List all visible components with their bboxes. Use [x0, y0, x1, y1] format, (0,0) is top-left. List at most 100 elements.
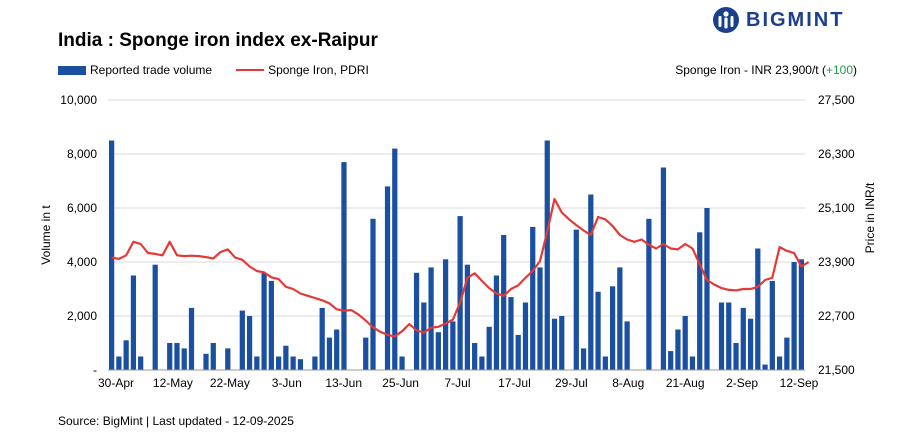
x-tick-label: 13-Jun	[325, 376, 362, 390]
volume-bar	[776, 356, 783, 370]
volume-bar	[501, 235, 507, 370]
volume-bar	[428, 267, 434, 370]
volume-bar	[718, 302, 725, 370]
x-tick-label: 22-May	[210, 376, 250, 390]
volume-bar	[442, 259, 449, 370]
legend-bar-swatch	[58, 65, 86, 75]
volume-bar	[326, 337, 333, 370]
left-tick-label: 10,000	[60, 93, 97, 107]
left-tick-label: -	[93, 363, 97, 377]
volume-bar	[689, 356, 696, 370]
right-tick-label: 22,700	[818, 309, 855, 323]
legend-line-swatch	[236, 69, 265, 71]
x-tick-label: 30-Apr	[98, 376, 134, 390]
volume-bar	[174, 343, 180, 370]
chart-legend: Reported trade volume Sponge Iron, PDRI	[58, 63, 369, 77]
volume-bar	[675, 329, 681, 370]
volume-bar	[530, 226, 536, 370]
x-tick-label: 7-Jul	[444, 376, 470, 390]
legend-line-label: Sponge Iron, PDRI	[268, 63, 369, 77]
volume-bar	[704, 208, 710, 370]
volume-bar	[109, 140, 115, 370]
volume-bar	[276, 356, 282, 370]
price-note: Sponge Iron - INR 23,900/t (+100)	[675, 63, 857, 77]
volume-bar	[123, 340, 129, 370]
volume-bar	[239, 310, 245, 370]
volume-bar	[544, 140, 550, 370]
volume-bar	[152, 264, 158, 370]
volume-bar	[116, 356, 122, 370]
volume-bar	[334, 329, 340, 370]
volume-bar	[254, 356, 260, 370]
volume-bar	[464, 264, 471, 370]
right-axis-ticks: 21,500 22,700 23,900 25,100 26,300 27,500	[818, 93, 855, 377]
y-axis-left-label: Volume in t	[39, 205, 53, 265]
legend-bar-label: Reported trade volume	[90, 63, 213, 77]
volume-bars	[109, 140, 804, 370]
volume-bar	[682, 316, 688, 370]
volume-bar	[188, 307, 195, 370]
volume-bar	[791, 262, 797, 370]
volume-bar	[551, 318, 558, 370]
volume-bar	[370, 218, 376, 370]
volume-bar	[210, 343, 216, 370]
volume-bar	[450, 321, 456, 370]
price-change: +100	[825, 63, 853, 77]
price-note-close: )	[853, 63, 857, 77]
left-tick-label: 8,000	[67, 147, 97, 161]
gridlines	[108, 99, 805, 317]
y-axis-right-label: Price in INR/t	[863, 182, 877, 253]
volume-bar	[181, 348, 187, 370]
volume-bar	[268, 280, 274, 370]
left-tick-label: 2,000	[67, 309, 97, 323]
volume-bar	[246, 316, 253, 370]
x-axis-ticks: 30-Apr 12-May 22-May 3-Jun 13-Jun 25-Jun 7-Jul…	[98, 376, 819, 390]
x-tick-label: 17-Jul	[498, 376, 531, 390]
left-tick-label: 6,000	[67, 201, 97, 215]
volume-bar	[588, 194, 594, 370]
volume-bar	[486, 326, 492, 370]
volume-bar	[479, 356, 485, 370]
x-tick-label: 3-Jun	[272, 376, 302, 390]
volume-bar	[573, 229, 579, 370]
right-tick-label: 23,900	[818, 255, 855, 269]
volume-bar	[609, 286, 616, 370]
volume-bar	[537, 267, 543, 370]
volume-bar	[261, 272, 267, 370]
price-line	[111, 197, 810, 338]
volume-bar	[341, 162, 347, 370]
left-tick-label: 4,000	[67, 255, 97, 269]
volume-bar	[225, 348, 231, 370]
right-tick-label: 21,500	[818, 363, 855, 377]
volume-bar	[319, 307, 325, 370]
volume-bar	[522, 302, 529, 370]
volume-bar	[130, 275, 137, 370]
volume-bar	[668, 351, 674, 370]
volume-bar	[740, 307, 746, 370]
volume-bar	[697, 232, 703, 370]
volume-bar	[617, 267, 623, 370]
brand-logo: BIGMINT	[712, 6, 844, 34]
volume-bar	[203, 353, 209, 370]
x-tick-label: 12-Sep	[780, 376, 819, 390]
volume-bar	[472, 343, 478, 370]
left-axis-ticks: - 2,000 4,000 6,000 8,000 10,000	[60, 93, 97, 377]
volume-bar	[747, 318, 754, 370]
volume-bar	[602, 356, 608, 370]
volume-bar	[392, 148, 398, 370]
volume-bar	[493, 275, 500, 370]
x-tick-label: 25-Jun	[382, 376, 419, 390]
x-tick-label: 2-Sep	[726, 376, 758, 390]
volume-bar	[660, 167, 667, 370]
volume-bar	[421, 302, 427, 370]
volume-bar	[290, 356, 296, 370]
x-tick-label: 8-Aug	[612, 376, 644, 390]
volume-bar	[283, 345, 289, 370]
volume-bar	[762, 364, 768, 370]
volume-bar	[769, 280, 775, 370]
volume-bar	[435, 332, 441, 370]
volume-bar	[297, 359, 304, 370]
right-tick-label: 27,500	[818, 93, 855, 107]
volume-bar	[167, 343, 173, 370]
